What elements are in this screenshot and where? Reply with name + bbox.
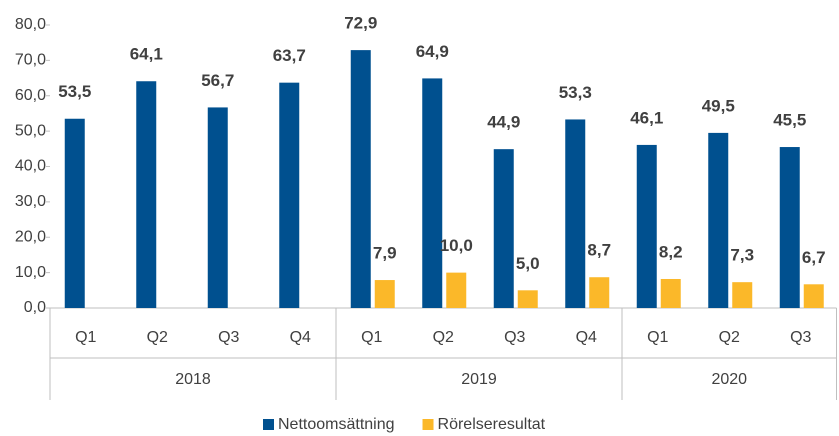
x-tick-label: Q1	[647, 329, 668, 346]
y-tick-label: 60,0	[15, 87, 46, 104]
bar	[517, 290, 538, 308]
value-label: 46,1	[630, 108, 663, 127]
x-tick-label: Q3	[790, 329, 811, 346]
x-tick-label: Q1	[75, 329, 96, 346]
legend-label: Nettoomsättning	[278, 416, 395, 433]
value-label: 8,7	[587, 241, 611, 260]
x-tick-label: Q4	[290, 329, 311, 346]
x-group-label: 2020	[711, 371, 747, 388]
value-label: 56,7	[201, 71, 234, 90]
value-label: 8,2	[659, 242, 683, 261]
y-tick-label: 30,0	[15, 193, 46, 210]
x-tick-label: Q3	[218, 329, 239, 346]
bar	[64, 118, 85, 309]
x-group-label: 2019	[461, 371, 497, 388]
x-tick-label: Q4	[576, 329, 597, 346]
value-label: 53,5	[58, 82, 91, 101]
bar	[374, 280, 395, 308]
legend-swatch	[263, 419, 274, 430]
y-tick-label: 20,0	[15, 228, 46, 245]
x-tick-label: Q2	[433, 329, 454, 346]
value-label: 7,9	[373, 244, 397, 263]
bar	[708, 132, 729, 308]
y-tick-label: 40,0	[15, 158, 46, 175]
bar	[779, 147, 800, 308]
bar	[446, 272, 467, 308]
value-label: 64,9	[416, 42, 449, 61]
y-tick-label: 70,0	[15, 52, 46, 69]
bar	[207, 107, 228, 308]
x-tick-label: Q2	[719, 329, 740, 346]
bar	[279, 82, 300, 308]
bar	[565, 119, 586, 308]
bar	[350, 50, 371, 309]
value-label: 72,9	[344, 14, 377, 33]
x-group-label: 2018	[175, 371, 211, 388]
bar	[803, 284, 824, 308]
x-tick-label: Q2	[147, 329, 168, 346]
y-tick-label: 50,0	[15, 122, 46, 139]
bar	[136, 81, 157, 308]
value-label: 63,7	[273, 46, 306, 65]
value-label: 10,0	[440, 236, 473, 255]
y-tick-label: 10,0	[15, 264, 46, 281]
bar	[660, 278, 681, 308]
value-label: 5,0	[516, 254, 540, 273]
y-tick-label: 80,0	[15, 16, 46, 33]
bar	[589, 277, 610, 308]
bar	[636, 144, 657, 308]
x-tick-label: Q1	[361, 329, 382, 346]
value-label: 64,1	[130, 45, 163, 64]
value-label: 53,3	[559, 83, 592, 102]
value-label: 7,3	[730, 246, 754, 265]
bar	[732, 282, 753, 308]
bar	[422, 78, 443, 308]
x-tick-label: Q3	[504, 329, 525, 346]
bar	[493, 149, 514, 308]
legend-label: Rörelseresultat	[438, 416, 546, 433]
value-label: 6,7	[802, 248, 826, 267]
y-tick-label: 0,0	[24, 299, 46, 316]
value-label: 44,9	[487, 113, 520, 132]
legend-swatch	[422, 419, 434, 430]
value-label: 45,5	[773, 111, 806, 130]
value-label: 49,5	[702, 96, 735, 115]
